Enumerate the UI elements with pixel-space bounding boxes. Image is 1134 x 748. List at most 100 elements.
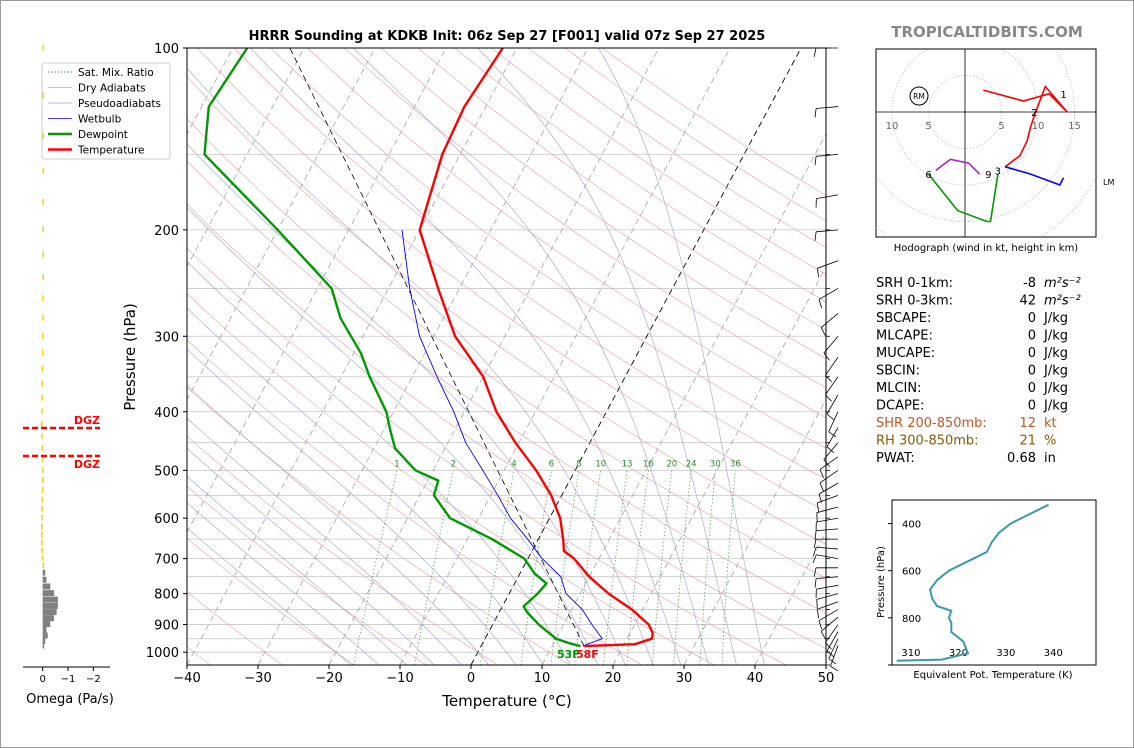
wind-barb (819, 456, 839, 478)
mixing-ratio-line (626, 470, 649, 665)
barb-staff (825, 624, 839, 643)
omega-bar (42, 274, 44, 281)
hodograph-height-label: 1 (1060, 90, 1066, 101)
stat-value: 21 (1019, 434, 1036, 449)
barb-flag (814, 578, 817, 588)
barb-staff (817, 494, 839, 504)
omega-tick-label: 0 (39, 674, 45, 685)
mixing-ratio-line (603, 470, 628, 665)
skewt-plot-area (186, 47, 827, 666)
omega-bar (42, 615, 55, 622)
stat-label: SRH 0-1km: (876, 276, 953, 291)
omega-bar (41, 408, 43, 415)
barb-staff (818, 609, 839, 621)
skewt-background-lines (0, 48, 826, 665)
barb-staff (825, 357, 839, 376)
omega-bar (42, 226, 44, 233)
dgz-label-top: DGZ (74, 414, 100, 427)
stat-value: 0 (1028, 346, 1036, 361)
omega-bar (42, 569, 46, 576)
theta-e-x-tick-label: 340 (1044, 648, 1063, 659)
theta-e-x-tick-label: 310 (901, 648, 920, 659)
barb-flag (825, 375, 832, 383)
omega-bar (42, 621, 51, 628)
wind-barb (812, 554, 839, 564)
hodograph-height-label: 6 (925, 170, 931, 181)
omega-bar (42, 596, 58, 603)
omega-bar (42, 477, 44, 484)
barb-staff (823, 336, 839, 354)
mixing-ratio-line (699, 470, 716, 665)
omega-bar (41, 444, 44, 451)
omega-bar (42, 167, 44, 174)
mixing-ratio-label: 4 (511, 459, 516, 469)
hodograph-height-label: 9 (985, 170, 991, 181)
isotherm-line (187, 48, 305, 268)
hodograph-height-label: 3 (995, 166, 1001, 177)
stat-label: MUCAPE: (876, 346, 935, 361)
barb-staff (817, 601, 839, 610)
omega-bar (42, 602, 58, 609)
omega-bar (42, 632, 48, 639)
omega-bar (41, 539, 43, 546)
barb-flag (813, 567, 817, 577)
wind-barb (814, 153, 839, 166)
omega-bar (42, 132, 44, 139)
legend-label: Sat. Mix. Ratio (78, 67, 154, 79)
wind-barb (830, 645, 839, 672)
wind-barb (825, 357, 839, 383)
stat-unit: J/kg (1043, 399, 1068, 414)
omega-bar (42, 626, 47, 633)
omega-bar (40, 531, 43, 538)
x-tick-label: 50 (818, 671, 835, 686)
omega-bar (41, 433, 43, 440)
barb-flag (813, 539, 817, 549)
wind-barb (819, 469, 839, 492)
x-tick-label: 0 (467, 671, 475, 686)
omega-bar (42, 583, 51, 590)
omega-bar (41, 349, 44, 356)
isotherm-line (328, 48, 660, 665)
isotherm-line (187, 48, 518, 665)
omega-bar (42, 609, 57, 616)
chart-title: HRRR Sounding at KDKB Init: 06z Sep 27 [… (249, 29, 766, 44)
isotherm-line (470, 48, 802, 665)
surface-temp-label: 58F (576, 648, 599, 661)
omega-bar (41, 505, 43, 512)
hodograph-ring-label: 15 (1068, 121, 1081, 132)
omega-tick-label: −1 (61, 674, 76, 685)
theta-e-y-label: Pressure (hPa) (876, 546, 887, 618)
hodograph-segment (983, 84, 1068, 168)
stat-value: 0 (1028, 311, 1036, 326)
chart-legend: Sat. Mix. Ratio Dry Adiabats Pseudoadiabat… (41, 62, 171, 160)
wind-barb (814, 576, 839, 588)
stat-value: 0 (1028, 399, 1036, 414)
wind-barb (823, 442, 839, 467)
barb-flag (823, 352, 830, 361)
pseudoadiabat (187, 307, 544, 665)
dry-adiabat (380, 48, 826, 359)
barb-flag (812, 554, 817, 564)
omega-bar (42, 251, 44, 258)
barb-flag (830, 665, 839, 672)
barb-flag (820, 327, 826, 336)
stat-value: 0 (1028, 381, 1036, 396)
barb-staff (816, 517, 839, 523)
stat-unit: in (1044, 451, 1056, 466)
stat-unit: J/kg (1043, 364, 1068, 379)
barb-staff (818, 482, 839, 495)
dry-adiabat (187, 435, 499, 665)
wind-barb (816, 494, 839, 512)
isotherm-line (0, 48, 20, 665)
isotherm-line (399, 48, 731, 665)
mixing-ratio-label: 13 (622, 459, 633, 469)
wind-barb (814, 106, 839, 118)
isotherm-line (187, 48, 447, 533)
omega-bar (42, 637, 46, 644)
y-tick-label: 900 (154, 619, 179, 634)
mixing-ratio-line (414, 470, 454, 665)
stat-value: -8 (1023, 276, 1036, 291)
barb-staff (817, 260, 839, 269)
mixing-ratio-line (574, 470, 602, 665)
dry-adiabat (187, 76, 826, 545)
